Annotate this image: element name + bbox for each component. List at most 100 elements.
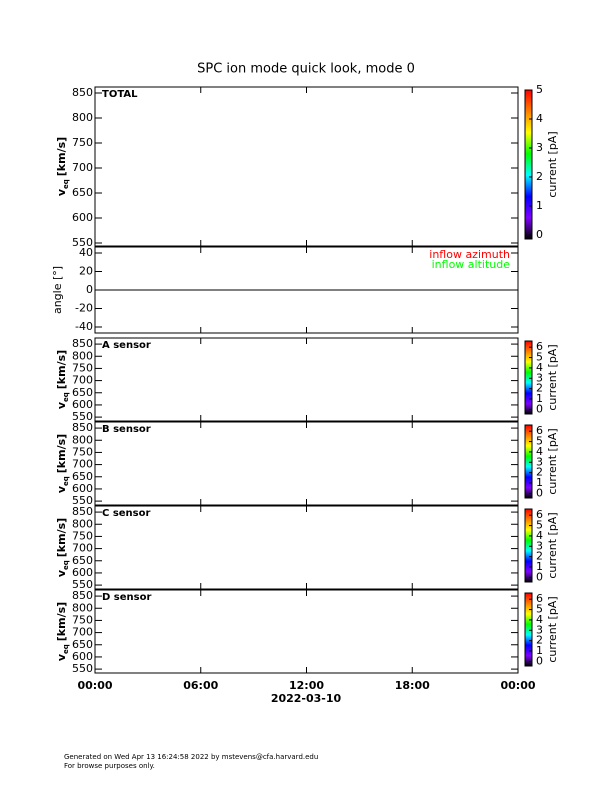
- y-tick-label: 800: [72, 517, 93, 530]
- colorbar-tick-label: 1: [536, 199, 543, 212]
- panel-annotation: D sensor: [102, 592, 151, 603]
- colorbar-tick-label: 3: [536, 539, 543, 552]
- colorbar: [524, 592, 533, 667]
- y-tick-label: 700: [72, 374, 93, 387]
- y-label-sub: eq: [62, 644, 70, 654]
- x-tick-label: 00:00: [500, 679, 535, 692]
- y-tick-label: 650: [72, 638, 93, 651]
- y-label-main: v: [55, 188, 68, 196]
- y-tick-label: 600: [72, 398, 93, 411]
- colorbar-tick-label: 2: [536, 466, 543, 479]
- x-tick-label: 06:00: [183, 679, 218, 692]
- colorbar-tick-label: 6: [536, 508, 543, 521]
- y-tick-label: 550: [72, 236, 93, 249]
- y-tick-label: 550: [72, 662, 93, 675]
- y-tick-label: 550: [72, 410, 93, 423]
- colorbar-tick-label: 2: [536, 550, 543, 563]
- y-label-unit: [km/s]: [55, 350, 68, 389]
- y-label-main: v: [55, 485, 68, 493]
- colorbar: [524, 424, 533, 499]
- y-tick-label: 850: [72, 589, 93, 602]
- colorbar-tick-label: 0: [536, 228, 543, 241]
- colorbar-tick-label: 1: [536, 560, 543, 573]
- y-label-sub: eq: [62, 476, 70, 486]
- footer: For browse purposes only.: [64, 762, 155, 770]
- colorbar-label: current [pA]: [546, 512, 559, 578]
- x-tick-label: 18:00: [395, 679, 430, 692]
- panel-annotation: B sensor: [102, 424, 151, 435]
- colorbar-tick-label: 3: [536, 623, 543, 636]
- y-tick-label: 850: [72, 421, 93, 434]
- y-label-sub: eq: [62, 179, 70, 189]
- y-tick-label: 650: [72, 470, 93, 483]
- colorbar-tick-label: 1: [536, 476, 543, 489]
- colorbar-tick-label: 5: [536, 351, 543, 364]
- colorbar-tick-label: 6: [536, 424, 543, 437]
- y-tick-label: -20: [75, 301, 93, 314]
- x-axis-label: 2022-03-10: [271, 692, 342, 705]
- y-tick-label: 800: [72, 111, 93, 124]
- y-tick-label: 650: [72, 186, 93, 199]
- colorbar-label: current [pA]: [546, 131, 559, 197]
- y-label-unit: [km/s]: [55, 137, 68, 176]
- y-label-sub: eq: [62, 560, 70, 570]
- colorbar-tick-label: 3: [536, 455, 543, 468]
- colorbar-tick-label: 2: [536, 382, 543, 395]
- y-tick-label: 850: [72, 505, 93, 518]
- colorbar-tick-label: 4: [536, 361, 543, 374]
- legend-entry: inflow altitude: [432, 258, 511, 271]
- panel-frame: [94, 337, 519, 422]
- legend-entry: inflow azimuth: [429, 248, 510, 261]
- y-tick-label: 750: [72, 445, 93, 458]
- colorbar-tick-label: 2: [536, 170, 543, 183]
- colorbar-tick-label: 4: [536, 445, 543, 458]
- colorbar-tick-label: 0: [536, 402, 543, 415]
- panel-frame: [94, 421, 519, 506]
- colorbar-tick-label: 2: [536, 634, 543, 647]
- colorbar-tick-label: 5: [536, 435, 543, 448]
- y-tick-label: 20: [79, 265, 93, 278]
- colorbar-tick-label: 4: [536, 112, 543, 125]
- colorbar-label: current [pA]: [546, 344, 559, 410]
- y-tick-label: 800: [72, 601, 93, 614]
- x-tick-label: 00:00: [77, 679, 112, 692]
- y-tick-label: 550: [72, 578, 93, 591]
- colorbar-label: current [pA]: [546, 428, 559, 494]
- colorbar-tick-label: 1: [536, 644, 543, 657]
- y-tick-label: 650: [72, 554, 93, 567]
- y-tick-label: 750: [72, 613, 93, 626]
- y-tick-label: 700: [72, 161, 93, 174]
- y-tick-label: -40: [75, 320, 93, 333]
- y-label-main: v: [55, 569, 68, 577]
- colorbar-label: current [pA]: [546, 596, 559, 662]
- colorbar-tick-label: 5: [536, 603, 543, 616]
- y-tick-label: 800: [72, 349, 93, 362]
- colorbar-tick-label: 6: [536, 340, 543, 353]
- y-label-main: v: [55, 653, 68, 661]
- footer: Generated on Wed Apr 13 16:24:58 2022 by…: [64, 753, 318, 761]
- y-label-unit: [km/s]: [55, 434, 68, 473]
- y-tick-label: 600: [72, 211, 93, 224]
- y-label-unit: [km/s]: [55, 518, 68, 557]
- y-tick-label: 750: [72, 529, 93, 542]
- panel-frame: [94, 505, 519, 590]
- y-tick-label: 850: [72, 86, 93, 99]
- y-label-main: v: [55, 401, 68, 409]
- chart-title: SPC ion mode quick look, mode 0: [197, 62, 415, 77]
- y-tick-label: 800: [72, 433, 93, 446]
- y-tick-label: 650: [72, 386, 93, 399]
- panel-annotation: TOTAL: [102, 89, 138, 100]
- y-axis-label: veq [km/s]: [55, 518, 70, 577]
- y-axis-label: veq [km/s]: [55, 137, 70, 196]
- y-label-unit: [km/s]: [55, 602, 68, 641]
- y-axis-label: angle [°]: [51, 266, 64, 314]
- colorbar-tick-label: 3: [536, 371, 543, 384]
- y-tick-label: 600: [72, 566, 93, 579]
- y-tick-label: 0: [86, 283, 93, 296]
- x-tick-label: 12:00: [289, 679, 324, 692]
- panel-annotation: A sensor: [102, 340, 151, 351]
- colorbar-tick-label: 4: [536, 529, 543, 542]
- y-tick-label: 850: [72, 337, 93, 350]
- y-tick-label: 700: [72, 626, 93, 639]
